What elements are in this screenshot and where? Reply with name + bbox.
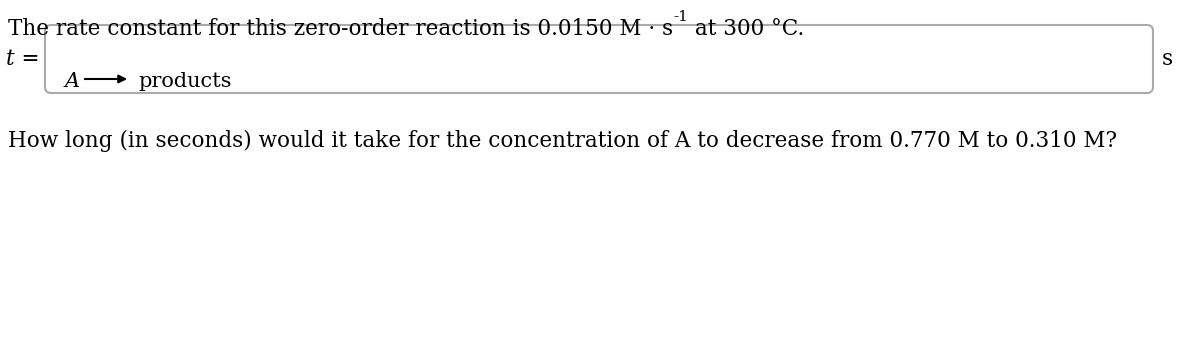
Text: t =: t = <box>6 48 40 70</box>
Text: at 300 °C.: at 300 °C. <box>688 18 804 40</box>
Text: -1: -1 <box>673 10 688 24</box>
Text: products: products <box>138 72 232 91</box>
Text: How long (in seconds) would it take for the concentration of A to decrease from : How long (in seconds) would it take for … <box>8 130 1117 152</box>
Text: s: s <box>1162 48 1174 70</box>
Text: The rate constant for this zero-order reaction is 0.0150 M · s: The rate constant for this zero-order re… <box>8 18 673 40</box>
Text: A: A <box>65 72 80 91</box>
FancyBboxPatch shape <box>46 25 1153 93</box>
